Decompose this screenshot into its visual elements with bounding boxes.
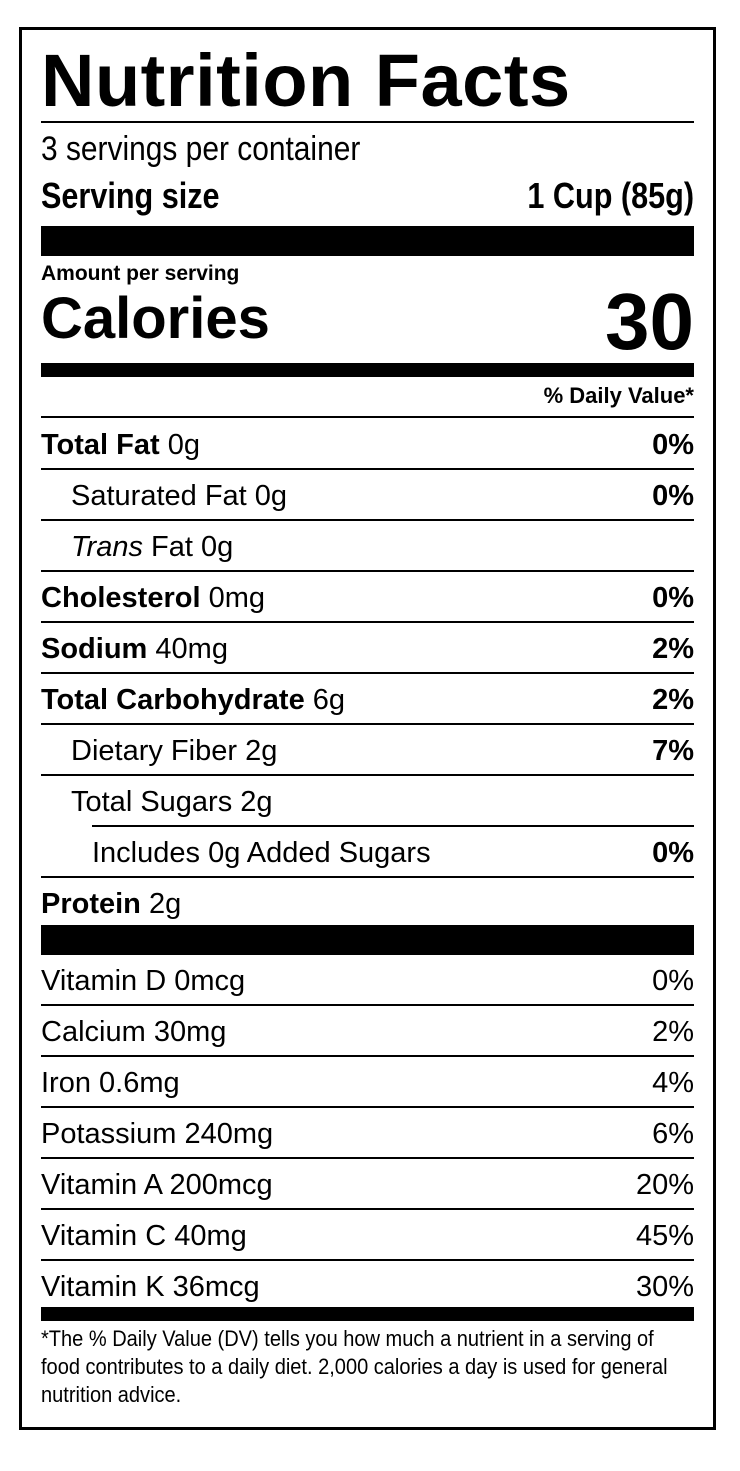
nutrient-dv: 7% bbox=[652, 735, 694, 767]
nutrient-row-protein: Protein 2g bbox=[41, 878, 694, 929]
nutrient-amount: 6g bbox=[312, 684, 346, 716]
serving-size-row: Serving size 1 Cup (85g) bbox=[41, 178, 694, 218]
vitamin-amount: 30mg bbox=[153, 1016, 227, 1048]
nutrient-row-dietary-fiber: Dietary Fiber 2g 7% bbox=[41, 725, 694, 776]
vitamin-name: Calcium bbox=[41, 1016, 146, 1048]
divider bbox=[41, 1259, 694, 1261]
nutrient-amount: 0g bbox=[201, 531, 234, 563]
divider bbox=[41, 519, 694, 521]
nutrient-amount: 2g bbox=[148, 888, 182, 920]
vitamin-row-potassium: Potassium 240mg 6% bbox=[41, 1108, 694, 1159]
nutrient-row-cholesterol: Cholesterol 0mg 0% bbox=[41, 572, 694, 623]
vitamin-dv: 4% bbox=[652, 1067, 694, 1099]
divider bbox=[92, 825, 694, 827]
nutrient-amount: 2g bbox=[240, 786, 273, 818]
vitamin-name: Vitamin D bbox=[41, 965, 167, 997]
nutrient-amount: 2g bbox=[245, 735, 278, 767]
nutrient-amount: 0mg bbox=[208, 582, 266, 614]
vitamin-amount: 0mcg bbox=[174, 965, 246, 997]
nutrient-dv: 0% bbox=[652, 429, 694, 461]
divider bbox=[41, 672, 694, 674]
nutrient-name: Saturated Fat bbox=[71, 480, 247, 512]
thick-divider bbox=[41, 226, 694, 256]
divider bbox=[41, 1106, 694, 1108]
nutrient-name: Dietary Fiber bbox=[71, 735, 237, 767]
footnote: *The % Daily Value (DV) tells you how mu… bbox=[41, 1326, 668, 1407]
vitamin-dv: 0% bbox=[652, 965, 694, 997]
thick-divider bbox=[41, 925, 694, 955]
nutrient-row-total-fat: Total Fat 0g 0% bbox=[41, 419, 694, 470]
divider bbox=[41, 121, 694, 123]
nutrient-name: Total Fat bbox=[41, 429, 160, 461]
vitamin-amount: 36mcg bbox=[172, 1271, 260, 1303]
vitamin-amount: 40mg bbox=[174, 1220, 247, 1252]
nutrient-amount: 0g bbox=[254, 480, 288, 512]
vitamin-name: Iron bbox=[41, 1067, 91, 1099]
divider bbox=[41, 774, 694, 776]
nutrient-row-total-sugars: Total Sugars 2g bbox=[41, 776, 694, 827]
vitamin-row-calcium: Calcium 30mg 2% bbox=[41, 1006, 694, 1057]
label-content: Nutrition Facts 3 servings per container… bbox=[41, 30, 694, 1427]
vitamin-dv: 6% bbox=[652, 1118, 694, 1150]
amount-per-serving: Amount per serving bbox=[41, 262, 240, 285]
vitamin-amount: 0.6mg bbox=[99, 1067, 180, 1099]
nutrition-facts-label: Nutrition Facts 3 servings per container… bbox=[19, 27, 716, 1430]
divider bbox=[41, 723, 694, 725]
nutrient-name: Includes 0g Added Sugars bbox=[92, 837, 431, 869]
nutrient-dv: 0% bbox=[652, 837, 694, 869]
nutrient-dv: 2% bbox=[652, 684, 694, 716]
servings-per-container: 3 servings per container bbox=[41, 130, 361, 168]
divider bbox=[41, 621, 694, 623]
vitamin-name: Vitamin A bbox=[41, 1169, 162, 1201]
divider bbox=[41, 1055, 694, 1057]
calories-value: 30 bbox=[605, 277, 694, 366]
calories-label: Calories bbox=[41, 286, 270, 351]
medium-divider bbox=[41, 1307, 694, 1321]
vitamin-row-iron: Iron 0.6mg 4% bbox=[41, 1057, 694, 1108]
nutrient-row-total-carbohydrate: Total Carbohydrate 6g 2% bbox=[41, 674, 694, 725]
vitamin-dv: 30% bbox=[635, 1271, 694, 1303]
nutrient-name-suffix: Fat bbox=[142, 531, 193, 563]
vitamin-name: Vitamin C bbox=[41, 1220, 167, 1252]
vitamin-row-vitamin-k: Vitamin K 36mcg 30% bbox=[41, 1261, 694, 1312]
nutrient-row-trans-fat: Trans Fat 0g bbox=[41, 521, 694, 572]
vitamin-name: Potassium bbox=[41, 1118, 177, 1150]
nutrient-name: Total Sugars bbox=[71, 786, 233, 818]
nutrient-row-saturated-fat: Saturated Fat 0g 0% bbox=[41, 470, 694, 521]
divider bbox=[41, 1004, 694, 1006]
label-title: Nutrition Facts bbox=[41, 39, 571, 122]
vitamin-dv: 2% bbox=[652, 1016, 694, 1048]
nutrient-amount: 40mg bbox=[155, 633, 228, 665]
nutrient-dv: 0% bbox=[652, 582, 694, 614]
nutrient-name: Total Carbohydrate bbox=[41, 684, 305, 716]
serving-size-label: Serving size bbox=[41, 175, 220, 216]
vitamin-dv: 20% bbox=[635, 1169, 694, 1201]
medium-divider bbox=[41, 363, 694, 377]
nutrient-row-added-sugars: Includes 0g Added Sugars 0% bbox=[41, 827, 694, 878]
divider bbox=[41, 570, 694, 572]
divider bbox=[41, 468, 694, 470]
vitamin-amount: 240mg bbox=[184, 1118, 274, 1150]
nutrient-name: Protein bbox=[41, 888, 141, 920]
nutrient-name: Cholesterol bbox=[41, 582, 201, 614]
daily-value-header: % Daily Value* bbox=[543, 383, 694, 408]
serving-size-value: 1 Cup (85g) bbox=[527, 175, 694, 216]
vitamin-row-vitamin-a: Vitamin A 200mcg 20% bbox=[41, 1159, 694, 1210]
divider bbox=[41, 1157, 694, 1159]
vitamin-name: Vitamin K bbox=[41, 1271, 165, 1303]
divider bbox=[41, 416, 694, 418]
nutrient-name: Trans bbox=[71, 531, 143, 563]
nutrient-dv: 2% bbox=[652, 633, 694, 665]
nutrient-row-sodium: Sodium 40mg 2% bbox=[41, 623, 694, 674]
nutrient-amount: 0g bbox=[167, 429, 201, 461]
vitamin-row-vitamin-c: Vitamin C 40mg 45% bbox=[41, 1210, 694, 1261]
vitamin-row-vitamin-d: Vitamin D 0mcg 0% bbox=[41, 955, 694, 1006]
divider bbox=[41, 1208, 694, 1210]
vitamin-dv: 45% bbox=[635, 1220, 694, 1252]
divider bbox=[41, 876, 694, 878]
calories-row: Calories 30 bbox=[41, 282, 694, 362]
vitamin-amount: 200mcg bbox=[169, 1169, 273, 1201]
nutrient-dv: 0% bbox=[652, 480, 694, 512]
nutrient-name: Sodium bbox=[41, 633, 148, 665]
